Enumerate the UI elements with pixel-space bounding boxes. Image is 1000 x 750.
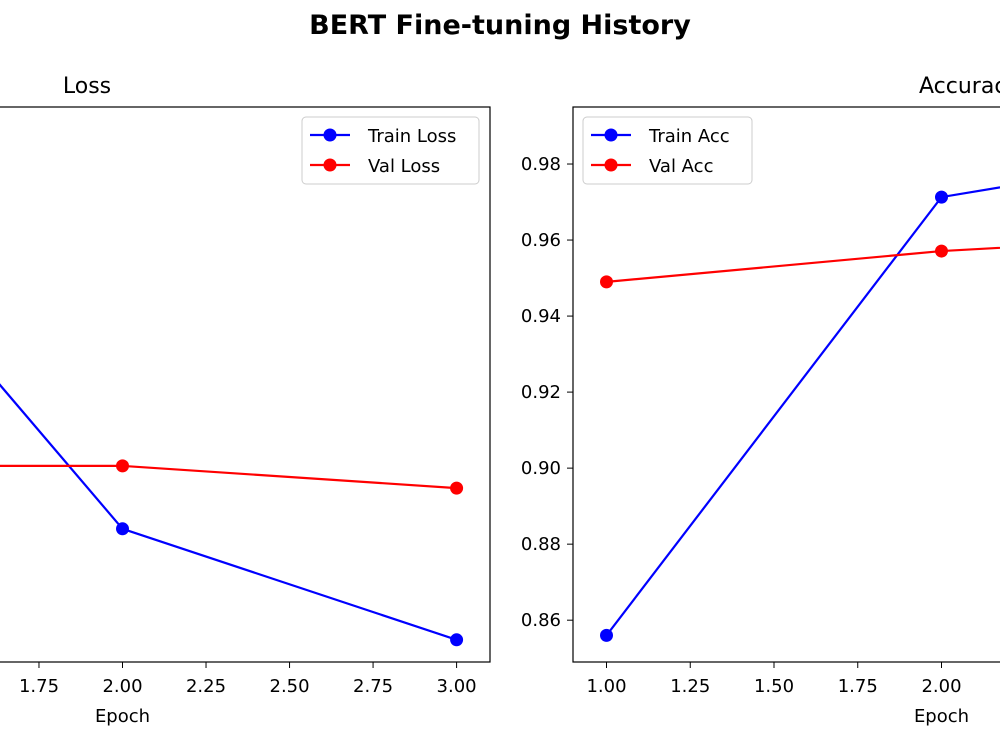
accuracy-y-tick-label: 0.90 [521,458,561,479]
accuracy-axes-frame [572,106,1000,663]
accuracy-y-tick-label: 0.92 [521,382,561,403]
val-loss-point [450,481,464,495]
val-acc-legend-marker [604,158,618,172]
accuracy-y-tick-label: 0.88 [521,534,561,555]
accuracy-x-axis-label: Epoch [914,706,969,727]
loss-legend-box [301,116,480,185]
val-loss-legend-label: Val Loss [368,156,440,177]
loss-x-tick-label: 2.00 [102,676,142,697]
train-loss-legend-label: Train Loss [367,126,456,147]
train-acc-point [935,190,948,204]
loss-x-tick-label: 3.00 [437,676,477,697]
val-acc-point [600,275,613,289]
accuracy-x-tick-label: 1.00 [586,676,626,697]
accuracy-legend: Train Acc Val Acc [582,116,753,185]
val-acc-point [935,244,948,258]
accuracy-y-tick-label: 0.96 [521,230,561,251]
accuracy-y-tick-label: 0.94 [521,306,561,327]
figure-title: BERT Fine-tuning History [309,10,691,41]
accuracy-x-tick-label: 1.25 [670,676,710,697]
val-acc-legend-label: Val Acc [649,156,713,177]
loss-x-tick-label: 2.50 [270,676,310,697]
accuracy-x-tick-label: 2.00 [921,676,961,697]
train-loss-legend-marker [323,128,337,142]
val-loss-line [0,464,457,490]
loss-axes-frame [0,106,491,663]
train-acc-line [605,186,1000,637]
loss-plot-area [0,383,464,647]
loss-x-tick-label: 2.75 [353,676,393,697]
loss-x-tick-label: 2.25 [186,676,226,697]
train-acc-point [600,628,613,642]
train-acc-legend-marker [604,128,618,142]
accuracy-x-tick-label: 1.75 [838,676,878,697]
val-loss-point [116,459,129,473]
accuracy-y-tick-label: 0.98 [521,154,561,175]
accuracy-plot-area [600,186,1000,642]
loss-x-axis-label: Epoch [95,706,150,727]
train-loss-point [450,633,464,647]
accuracy-legend-box [582,116,753,185]
loss-x-tick-label: 1.75 [19,676,59,697]
train-loss-line [0,383,457,641]
loss-legend: Train Loss Val Loss [301,116,480,185]
loss-chart-title: Loss [63,74,111,99]
val-loss-legend-marker [323,158,337,172]
train-acc-legend-label: Train Acc [648,126,730,147]
accuracy-x-tick-label: 1.50 [754,676,794,697]
train-loss-point [116,522,129,536]
accuracy-chart-title: Accuracy [919,74,1000,99]
accuracy-y-tick-label: 0.86 [521,610,561,631]
